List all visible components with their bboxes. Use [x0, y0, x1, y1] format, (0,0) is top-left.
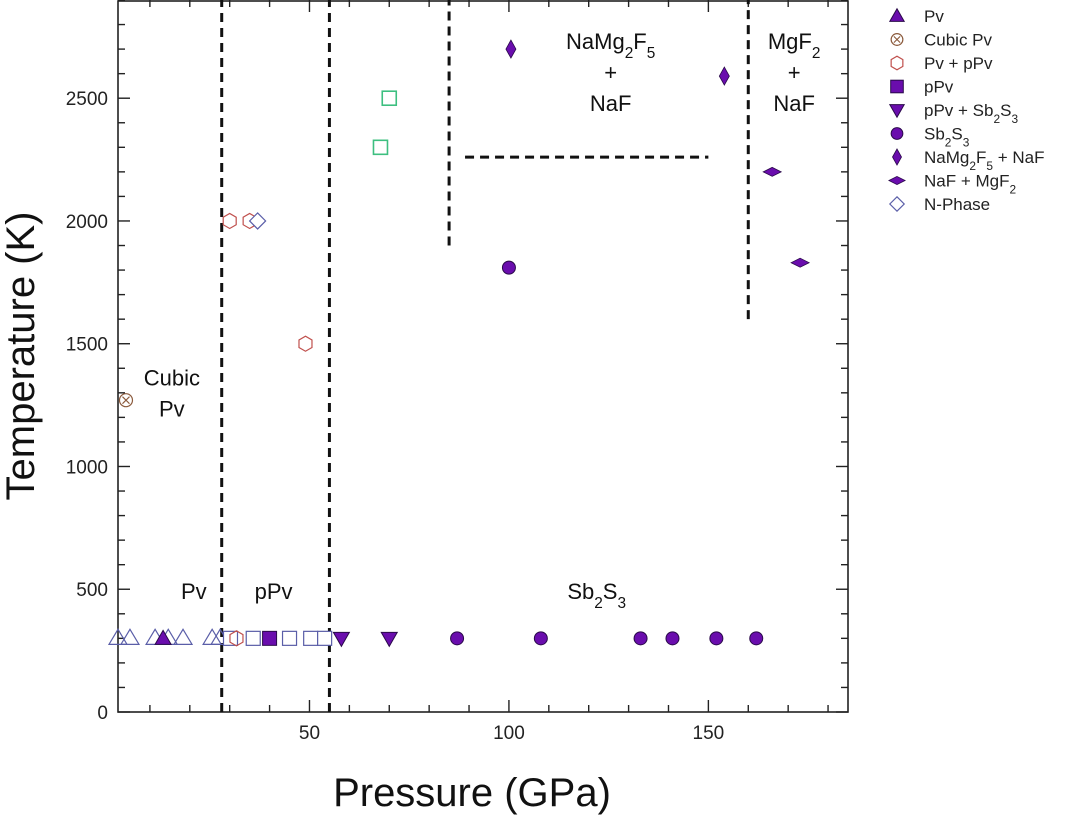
data-point-sb2s3: [665, 631, 680, 646]
data-point-sb2s3: [533, 631, 548, 646]
x-tick-label: 100: [493, 723, 525, 744]
legend-marker-sb2s3: [890, 127, 904, 140]
data-point-ppv: [262, 630, 278, 646]
legend-label-sb2s3: Sb2S3: [924, 125, 970, 150]
ppv-label: pPv: [255, 579, 293, 604]
y-tick-label: 2500: [66, 89, 108, 110]
y-tick-label: 1000: [66, 457, 108, 478]
data-point-cubic-pv: [118, 393, 134, 408]
legend-label-pv: Pv: [924, 7, 944, 26]
data-point-sb2s3: [633, 631, 648, 646]
legend-marker-ppv: [890, 79, 904, 94]
mgf2-label: MgF2: [768, 29, 821, 62]
data-point-open-triangles: [172, 628, 194, 645]
sb2s3-label: Sb2S3: [567, 579, 626, 612]
legend-marker-namg2f5-naf: [892, 148, 902, 166]
data-point-pv-ppv: [229, 630, 244, 647]
legend-label-pv-ppv: Pv + pPv: [924, 54, 993, 73]
legend-marker-cubic-pv: [890, 33, 904, 46]
data-point-pv-ppv: [222, 212, 237, 230]
legend-label-cubic-pv: Cubic Pv: [924, 31, 993, 50]
legend-marker-pv-ppv: [890, 55, 904, 71]
data-point-sb2s3: [709, 631, 724, 646]
plot-border: [117, 0, 849, 713]
data-point-cubic-pv-x2: [122, 396, 130, 405]
legend-marker-cubic-pv-ring: [890, 33, 904, 46]
legend-marker-pv: [888, 7, 906, 22]
data-point-open-squares: [245, 630, 261, 646]
data-point-green-squares: [381, 90, 398, 107]
y-tick-label: 2000: [66, 212, 108, 233]
legend-marker-ppv-sb2s3: [888, 104, 906, 119]
y-axis-title: Temperature (K): [0, 212, 43, 501]
x-axis-title: Pressure (GPa): [333, 771, 611, 815]
y-tick-label: 1500: [66, 335, 108, 356]
x-tick-label: 50: [299, 723, 320, 744]
data-point-green-squares: [372, 139, 389, 156]
namg2f5-label: NaMg2F5: [566, 29, 655, 62]
data-point-namg2f5-naf: [505, 39, 517, 59]
legend-label-ppv-sb2s3: pPv + Sb2S3: [924, 101, 1018, 126]
data-point-sb2s3: [749, 631, 764, 646]
data-point-open-squares: [317, 630, 333, 646]
data-point-naf-mgf2: [762, 166, 783, 177]
mgf2-label: +: [788, 60, 801, 85]
cubic-pv-label: Cubic: [144, 365, 200, 390]
data-point-pv-ppv: [298, 335, 313, 352]
data-point-sb2s3: [501, 260, 516, 275]
legend-label-n-phase: N-Phase: [924, 195, 990, 214]
data-point-naf-mgf2: [790, 257, 811, 268]
namg2f5-label: NaF: [590, 91, 632, 116]
plot-frame: [117, 0, 849, 713]
legend-label-ppv: pPv: [924, 78, 954, 97]
legend-marker-naf-mgf2: [888, 176, 906, 185]
data-point-open-triangles: [119, 628, 141, 645]
legend-label-naf-mgf2: NaF + MgF2: [924, 172, 1017, 197]
y-tick-label: 0: [97, 703, 108, 724]
phase-boundaries: [220, 0, 750, 712]
cubic-pv-label: Pv: [159, 396, 185, 421]
data-points: [107, 39, 811, 648]
legend-label-namg2f5-naf: NaMg2F5 + NaF: [924, 148, 1045, 173]
legend: Pv Cubic Pv Pv + pPv pPv pPv + Sb2S3Sb2S3NaM…: [888, 7, 1045, 214]
data-point-sb2s3: [450, 631, 465, 646]
data-point-namg2f5-naf: [718, 66, 730, 86]
pv-label: Pv: [181, 579, 207, 604]
legend-marker-n-phase: [888, 195, 906, 213]
namg2f5-label: +: [604, 60, 617, 85]
y-tick-label: 500: [76, 580, 108, 601]
data-point-open-triangles: [107, 628, 129, 645]
data-point-open-squares: [303, 630, 319, 646]
mgf2-label: NaF: [773, 91, 815, 116]
data-point-n-phase: [248, 212, 267, 230]
legend-marker-cubic-pv-x2: [893, 35, 901, 44]
x-tick-label: 150: [693, 723, 725, 744]
data-point-cubic-pv-ring: [118, 393, 134, 408]
data-point-pv: [154, 629, 172, 645]
data-point-ppv-sb2s3: [332, 631, 351, 648]
data-point-ppv-sb2s3: [380, 631, 399, 648]
data-point-open-squares: [281, 630, 298, 646]
